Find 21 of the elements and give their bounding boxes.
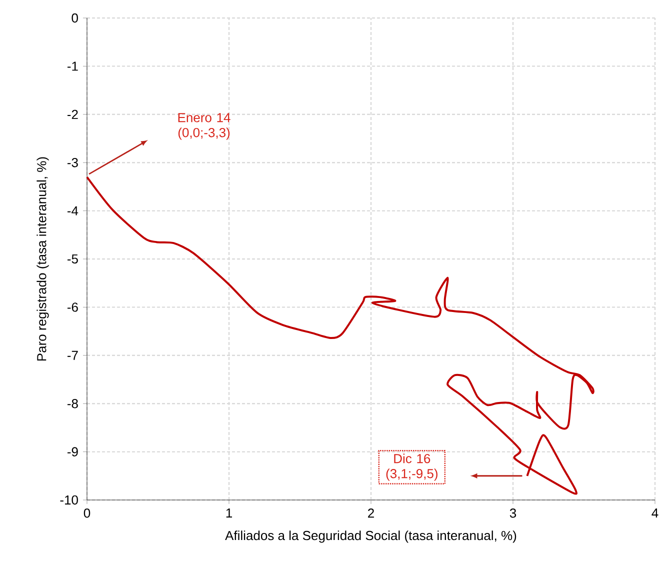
x-axis-title: Afiliados a la Seguridad Social (tasa interanual, %) [225,530,516,543]
x-tick-label: 4 [652,508,658,518]
x-tick-label: 2 [368,508,374,518]
y-tick-label: -5 [67,254,78,264]
y-tick-label: -7 [67,350,78,360]
y-tick-label: -2 [67,110,78,119]
y-tick-label: -8 [67,398,78,408]
y-tick-label: -10 [60,495,78,505]
y-axis-title: Paro registrado (tasa interanual, %) [36,157,49,361]
annotation: Dic 16 (3,1;-9,5) [386,454,438,481]
annotation: Enero 14 (0,0;-3,3) [178,113,230,140]
x-tick-label: 3 [510,508,516,518]
line-series [86,176,594,494]
y-tick-label: -6 [67,302,78,312]
y-tick-label: -3 [67,158,78,168]
y-tick-label: -1 [67,62,78,71]
x-tick-label: 0 [84,508,90,518]
y-tick-label: -4 [67,206,78,216]
x-tick-label: 1 [226,508,232,518]
y-tick-label: 0 [72,13,78,23]
y-tick-label: -9 [67,447,78,456]
